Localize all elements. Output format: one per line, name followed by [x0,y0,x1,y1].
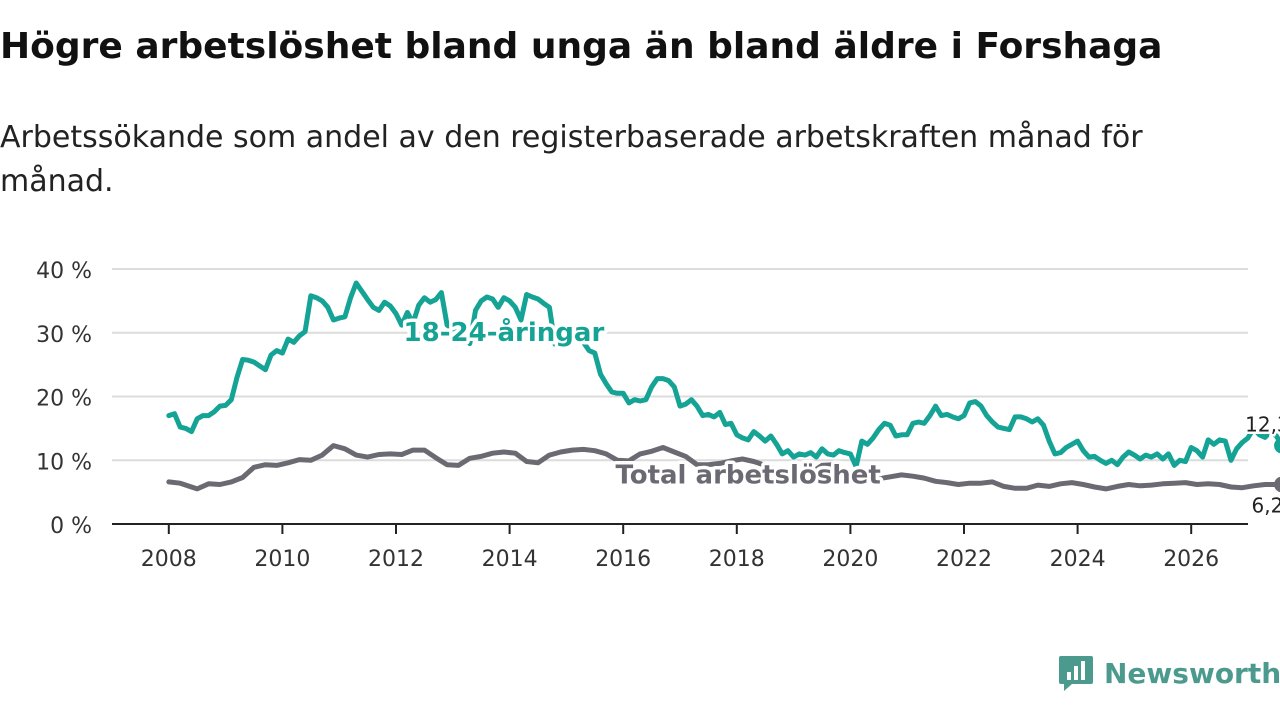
x-tick-label-2026: 2026 [1163,547,1219,572]
series-line-youth [166,280,1280,470]
x-tick-label-2022: 2022 [936,547,992,572]
series-line-total [166,443,1280,492]
end-value-label-total: 6,2 % [1251,493,1280,517]
y-tick-label-10: 10 % [36,450,92,475]
series-lines [166,280,1280,493]
x-tick-label-2008: 2008 [141,547,197,572]
series-name-label-youth: 18-24-åringar [404,316,605,348]
x-axis-ticks: 2008 2010 2012 2014 2016 2018 2020 2022 2024 2026 [141,524,1219,572]
newsworthy-logo-icon [1059,656,1093,691]
x-tick-label-2016: 2016 [595,547,651,572]
brand-name: Newsworthy [1104,656,1280,690]
series-labels: 18-24-åringar Total arbetslöshet 12,3 % 6,2… [400,312,1280,520]
y-tick-label-40: 40 % [36,259,92,284]
brand-logo: Newsworthy [1058,654,1280,692]
y-tick-label-20: 20 % [36,387,92,412]
y-tick-label-30: 30 % [36,323,92,348]
page-subtitle: Arbetssökande som andel av den registerb… [0,120,1143,199]
series-name-label-total: Total arbetslöshet [615,461,880,491]
y-axis-ticks: 0 % 10 % 20 % 30 % 40 % [36,259,92,539]
y-tick-label-0: 0 % [50,514,92,539]
x-tick-label-2024: 2024 [1050,547,1106,572]
x-tick-label-2020: 2020 [822,547,878,572]
x-tick-label-2012: 2012 [368,547,424,572]
line-chart: 0 % 10 % 20 % 30 % 40 % 2008 2010 2012 2014 2016… [36,259,1280,572]
x-tick-label-2018: 2018 [709,547,765,572]
end-value-label-youth: 12,3 % [1245,413,1280,437]
series-end-marker-total [1274,476,1280,493]
series-end-marker-youth [1274,437,1280,454]
x-tick-label-2014: 2014 [482,547,538,572]
page-title: Högre arbetslöshet bland unga än bland ä… [0,26,1163,67]
x-tick-label-2010: 2010 [254,547,310,572]
